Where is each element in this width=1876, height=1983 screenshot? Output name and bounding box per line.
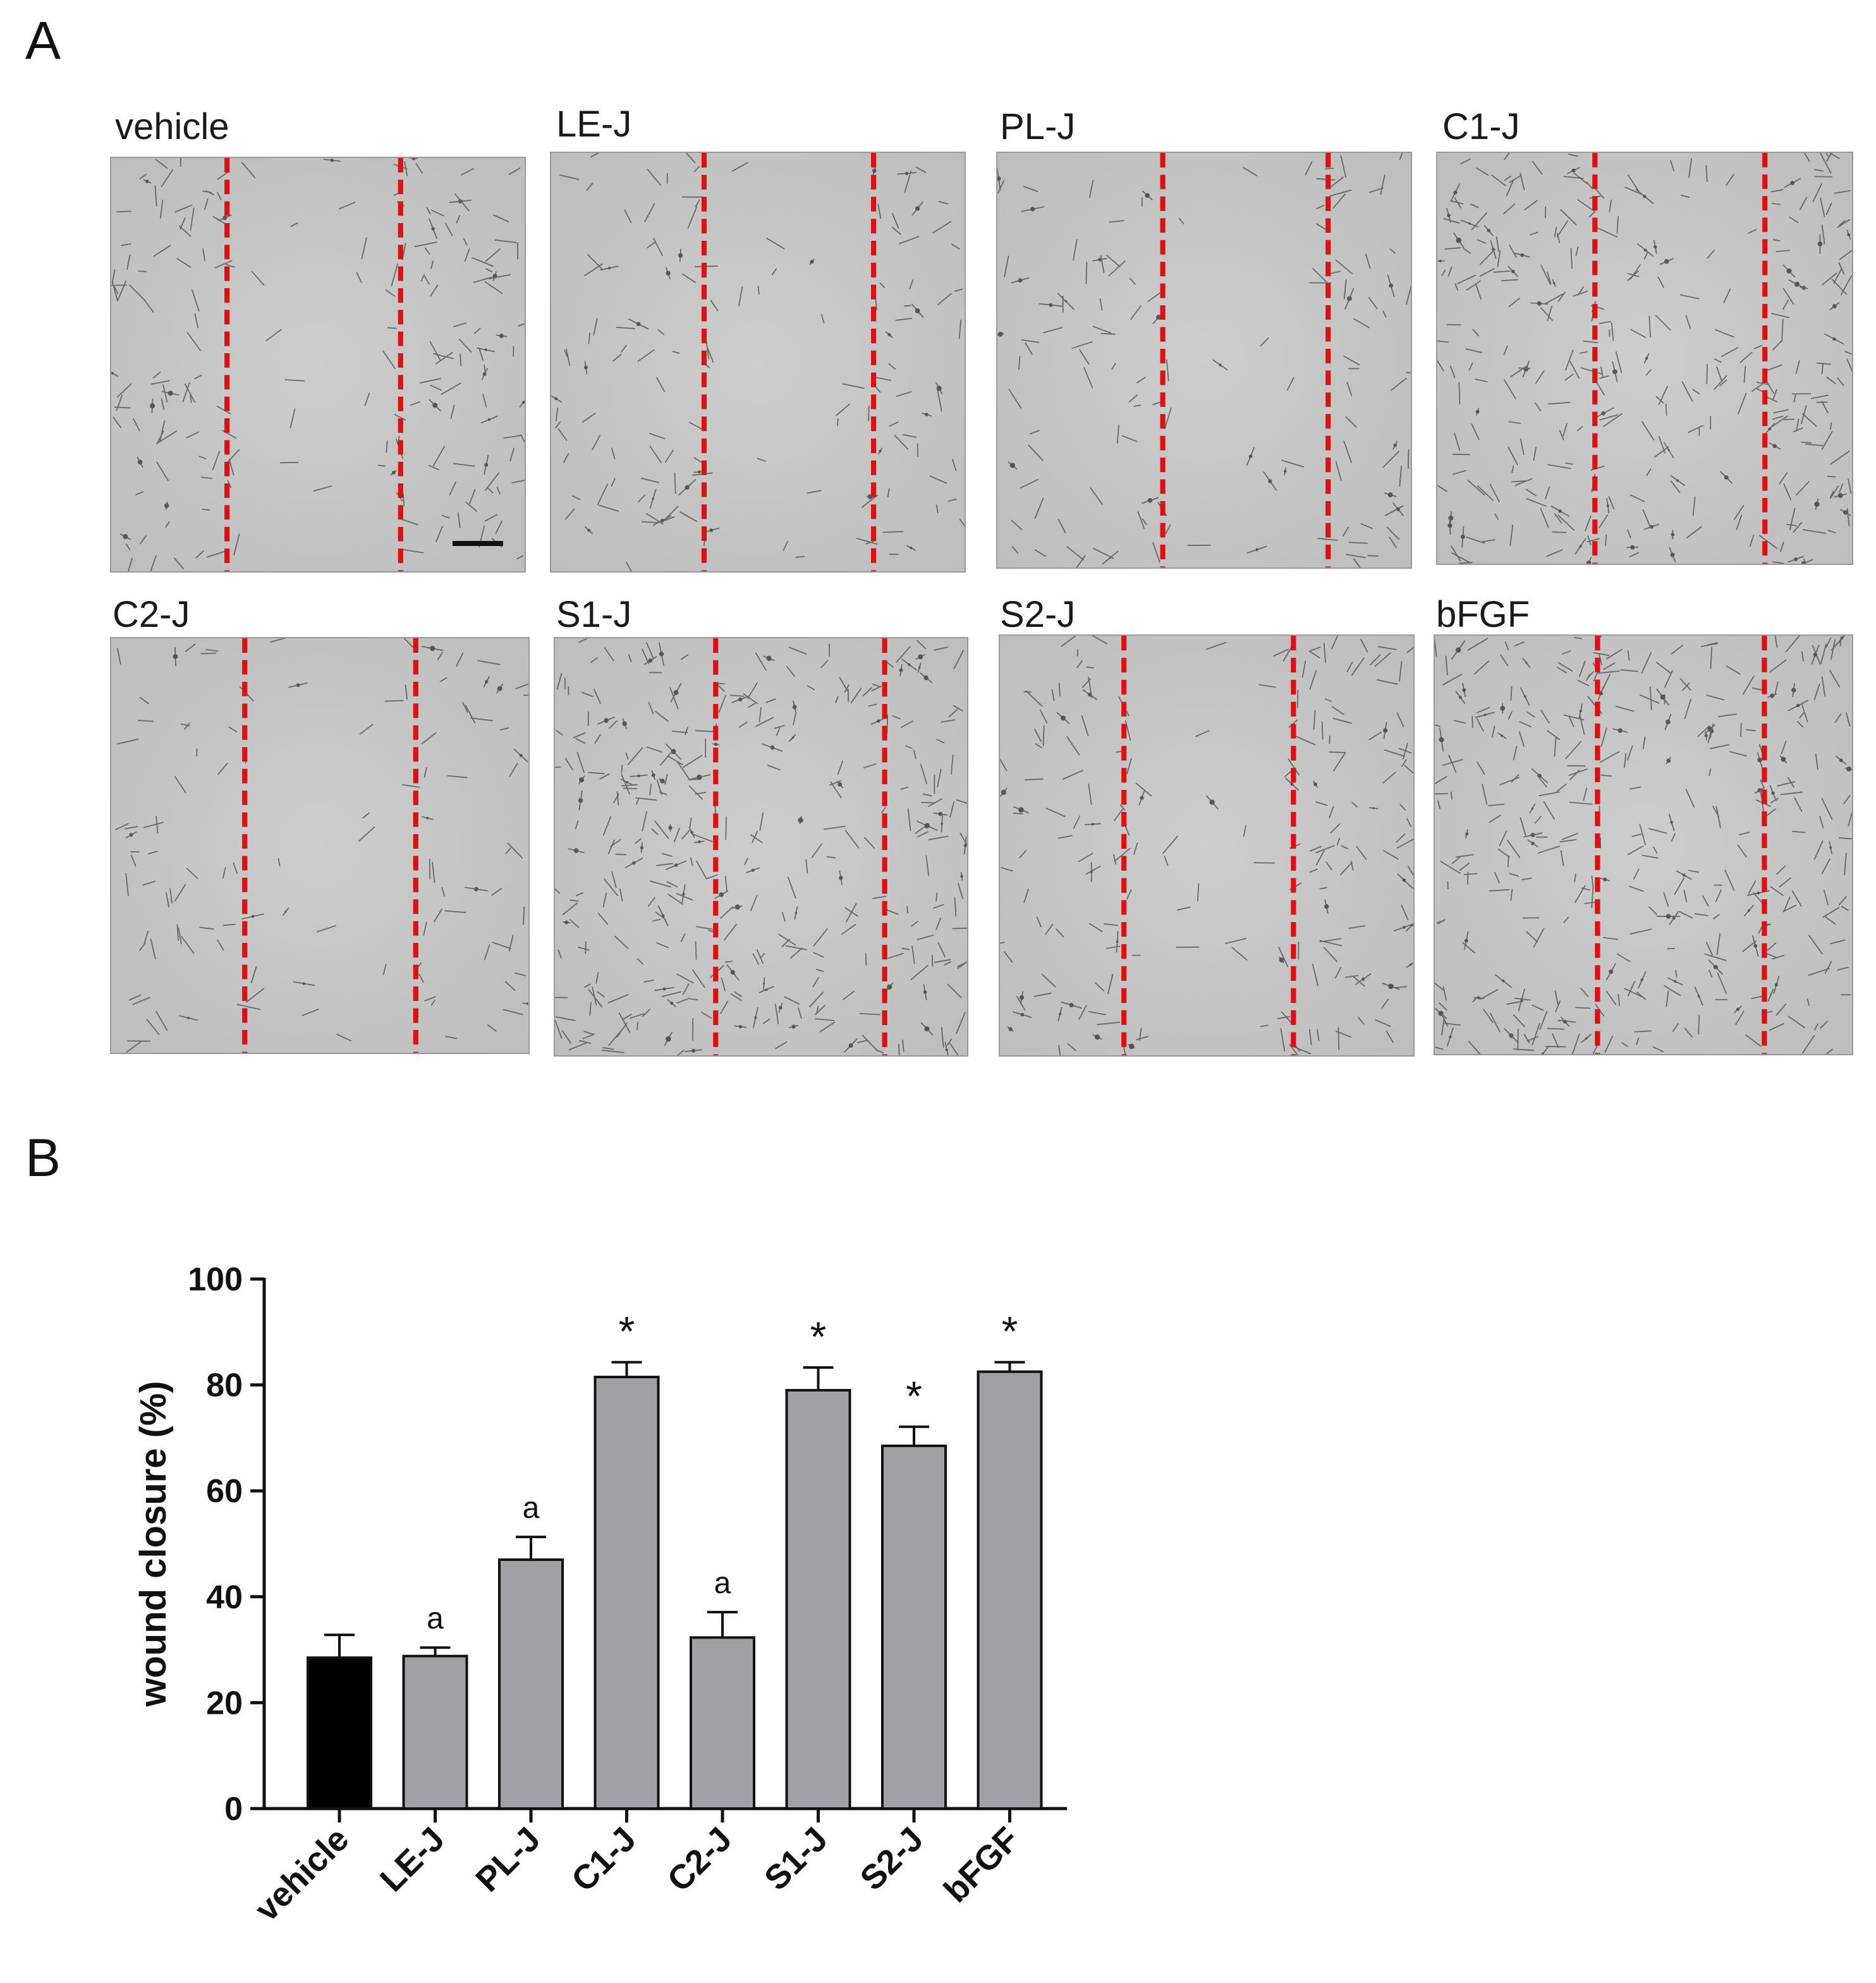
micrograph-s1-j xyxy=(554,637,968,1057)
y-axis-label: wound closure (%) xyxy=(133,1381,174,1707)
bar xyxy=(402,1654,468,1810)
micrograph-c2-j xyxy=(110,637,530,1054)
micrograph-vehicle xyxy=(110,157,526,573)
micrograph-pl-j xyxy=(996,152,1412,569)
bar-chart: 0 20 40 60 80 100 wound closure (%) vehicle a LE-… xyxy=(133,1261,1067,1929)
micrograph-label-bfgf: bFGF xyxy=(1436,594,1530,635)
micrograph-label-vehicle: vehicle xyxy=(115,106,229,147)
micrograph-c1-j xyxy=(1436,152,1853,565)
bar xyxy=(977,1370,1043,1810)
micrograph-label-s2-j: S2-J xyxy=(1000,594,1076,635)
micrograph-label-le-j: LE-J xyxy=(556,104,632,145)
x-tick-label: vehicle xyxy=(248,1820,356,1929)
y-tick-label: 20 xyxy=(206,1685,243,1721)
significance-label: * xyxy=(619,1308,635,1355)
bar xyxy=(498,1558,564,1810)
significance-label: * xyxy=(906,1373,922,1419)
bar xyxy=(307,1656,372,1810)
y-tick-label: 60 xyxy=(206,1473,243,1510)
y-tick-label: 40 xyxy=(206,1579,243,1616)
significance-label: a xyxy=(523,1491,540,1525)
bar xyxy=(881,1444,947,1810)
x-tick-label: C2-J xyxy=(660,1820,739,1899)
x-tick-label: PL-J xyxy=(468,1820,547,1899)
x-tick-label: S1-J xyxy=(757,1820,835,1898)
micrograph-label-c2-j: C2-J xyxy=(113,594,190,635)
y-tick-label: 80 xyxy=(206,1367,243,1404)
micrograph-label-pl-j: PL-J xyxy=(1000,106,1076,147)
x-tick-label: S2-J xyxy=(853,1820,930,1898)
bar xyxy=(594,1376,660,1810)
bar xyxy=(785,1388,851,1810)
significance-label: * xyxy=(1002,1308,1018,1355)
micrograph-bfgf xyxy=(1434,634,1853,1055)
y-tick-label: 100 xyxy=(188,1261,243,1298)
micrograph-le-j xyxy=(550,152,966,573)
significance-label: a xyxy=(714,1567,731,1600)
y-tick-label: 0 xyxy=(224,1791,243,1828)
x-tick-label: LE-J xyxy=(373,1820,452,1899)
micrograph-label-s1-j: S1-J xyxy=(556,594,632,635)
panel-a-label: A xyxy=(25,11,61,70)
x-tick-label: C1-J xyxy=(564,1820,643,1899)
x-tick-label: bFGF xyxy=(937,1820,1026,1910)
significance-label: a xyxy=(427,1602,444,1635)
panel-b-label: B xyxy=(25,1128,61,1187)
scale-bar xyxy=(453,541,503,546)
bar xyxy=(690,1636,755,1810)
significance-label: * xyxy=(810,1313,827,1360)
micrograph-label-c1-j: C1-J xyxy=(1442,106,1520,147)
micrograph-s2-j xyxy=(999,634,1415,1057)
